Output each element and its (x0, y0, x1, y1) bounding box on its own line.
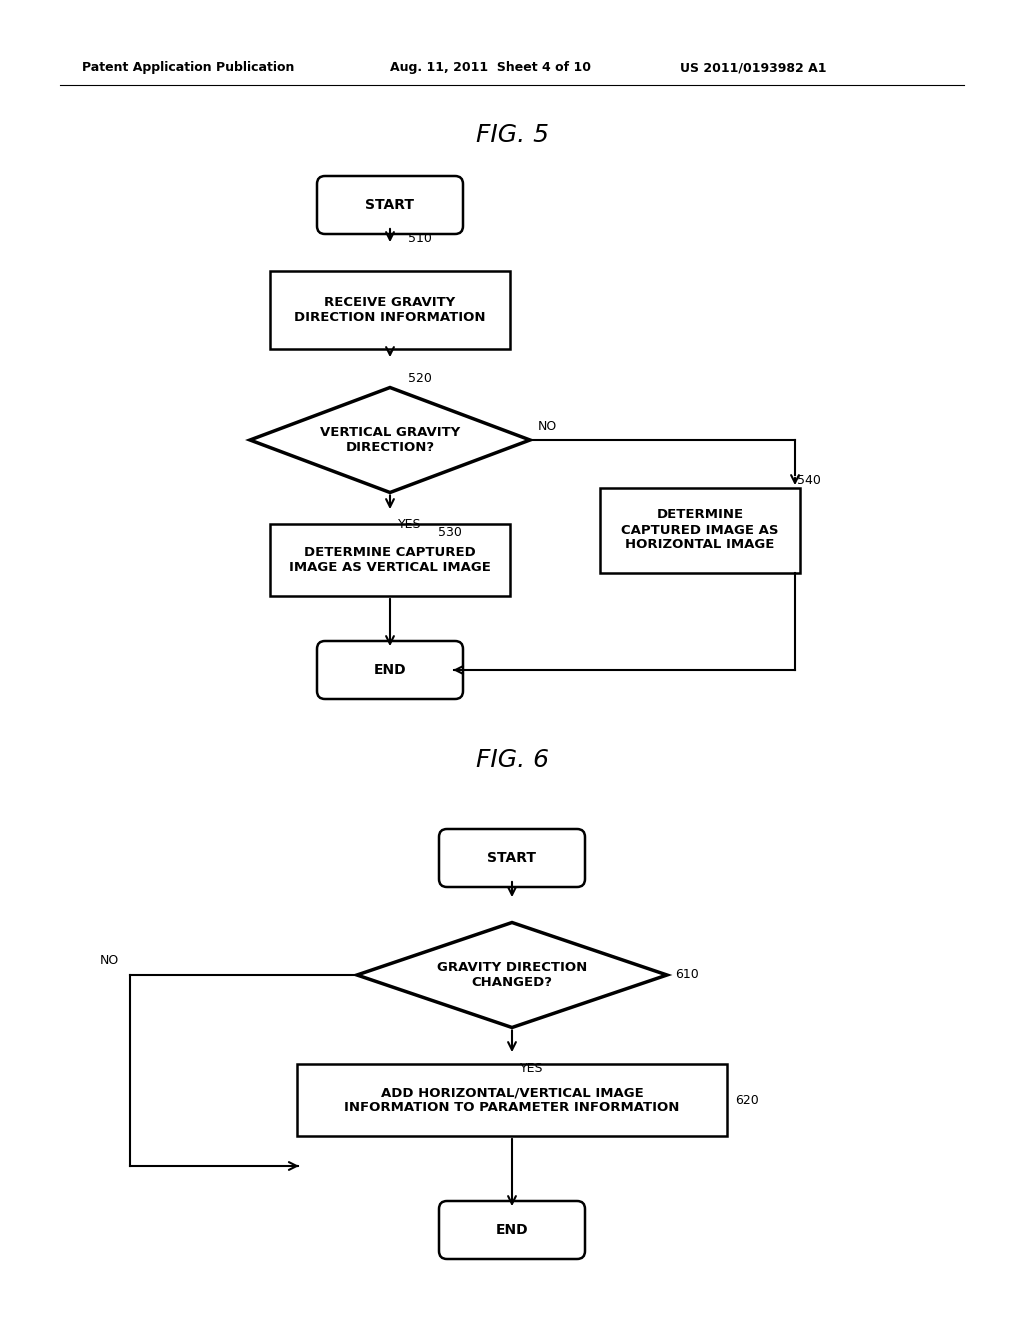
Text: ADD HORIZONTAL/VERTICAL IMAGE
INFORMATION TO PARAMETER INFORMATION: ADD HORIZONTAL/VERTICAL IMAGE INFORMATIO… (344, 1086, 680, 1114)
Text: YES: YES (520, 1061, 544, 1074)
Bar (270, 271, 510, 348)
Polygon shape (250, 388, 530, 492)
Text: GRAVITY DIRECTION
CHANGED?: GRAVITY DIRECTION CHANGED? (437, 961, 587, 989)
FancyBboxPatch shape (439, 829, 585, 887)
Text: END: END (496, 1224, 528, 1237)
Text: US 2011/0193982 A1: US 2011/0193982 A1 (680, 62, 826, 74)
Text: 510: 510 (408, 231, 432, 244)
Bar (270, 524, 510, 597)
Text: 540: 540 (797, 474, 821, 487)
FancyBboxPatch shape (317, 176, 463, 234)
Text: NO: NO (538, 420, 557, 433)
Text: Patent Application Publication: Patent Application Publication (82, 62, 294, 74)
FancyBboxPatch shape (317, 642, 463, 700)
FancyBboxPatch shape (439, 1201, 585, 1259)
Text: 520: 520 (408, 371, 432, 384)
Polygon shape (357, 923, 667, 1027)
Bar (297, 1064, 727, 1137)
Text: FIG. 6: FIG. 6 (475, 748, 549, 772)
Text: END: END (374, 663, 407, 677)
Text: DETERMINE CAPTURED
IMAGE AS VERTICAL IMAGE: DETERMINE CAPTURED IMAGE AS VERTICAL IMA… (289, 546, 490, 574)
Text: 610: 610 (675, 969, 698, 982)
Text: 530: 530 (438, 525, 462, 539)
Text: DETERMINE
CAPTURED IMAGE AS
HORIZONTAL IMAGE: DETERMINE CAPTURED IMAGE AS HORIZONTAL I… (622, 508, 778, 552)
Text: Aug. 11, 2011  Sheet 4 of 10: Aug. 11, 2011 Sheet 4 of 10 (390, 62, 591, 74)
Text: START: START (366, 198, 415, 213)
Bar (600, 487, 800, 573)
Text: RECEIVE GRAVITY
DIRECTION INFORMATION: RECEIVE GRAVITY DIRECTION INFORMATION (294, 296, 485, 323)
Text: NO: NO (100, 954, 119, 968)
Text: YES: YES (398, 517, 422, 531)
Text: VERTICAL GRAVITY
DIRECTION?: VERTICAL GRAVITY DIRECTION? (319, 426, 460, 454)
Text: START: START (487, 851, 537, 865)
Text: 620: 620 (735, 1093, 759, 1106)
Text: FIG. 5: FIG. 5 (475, 123, 549, 147)
